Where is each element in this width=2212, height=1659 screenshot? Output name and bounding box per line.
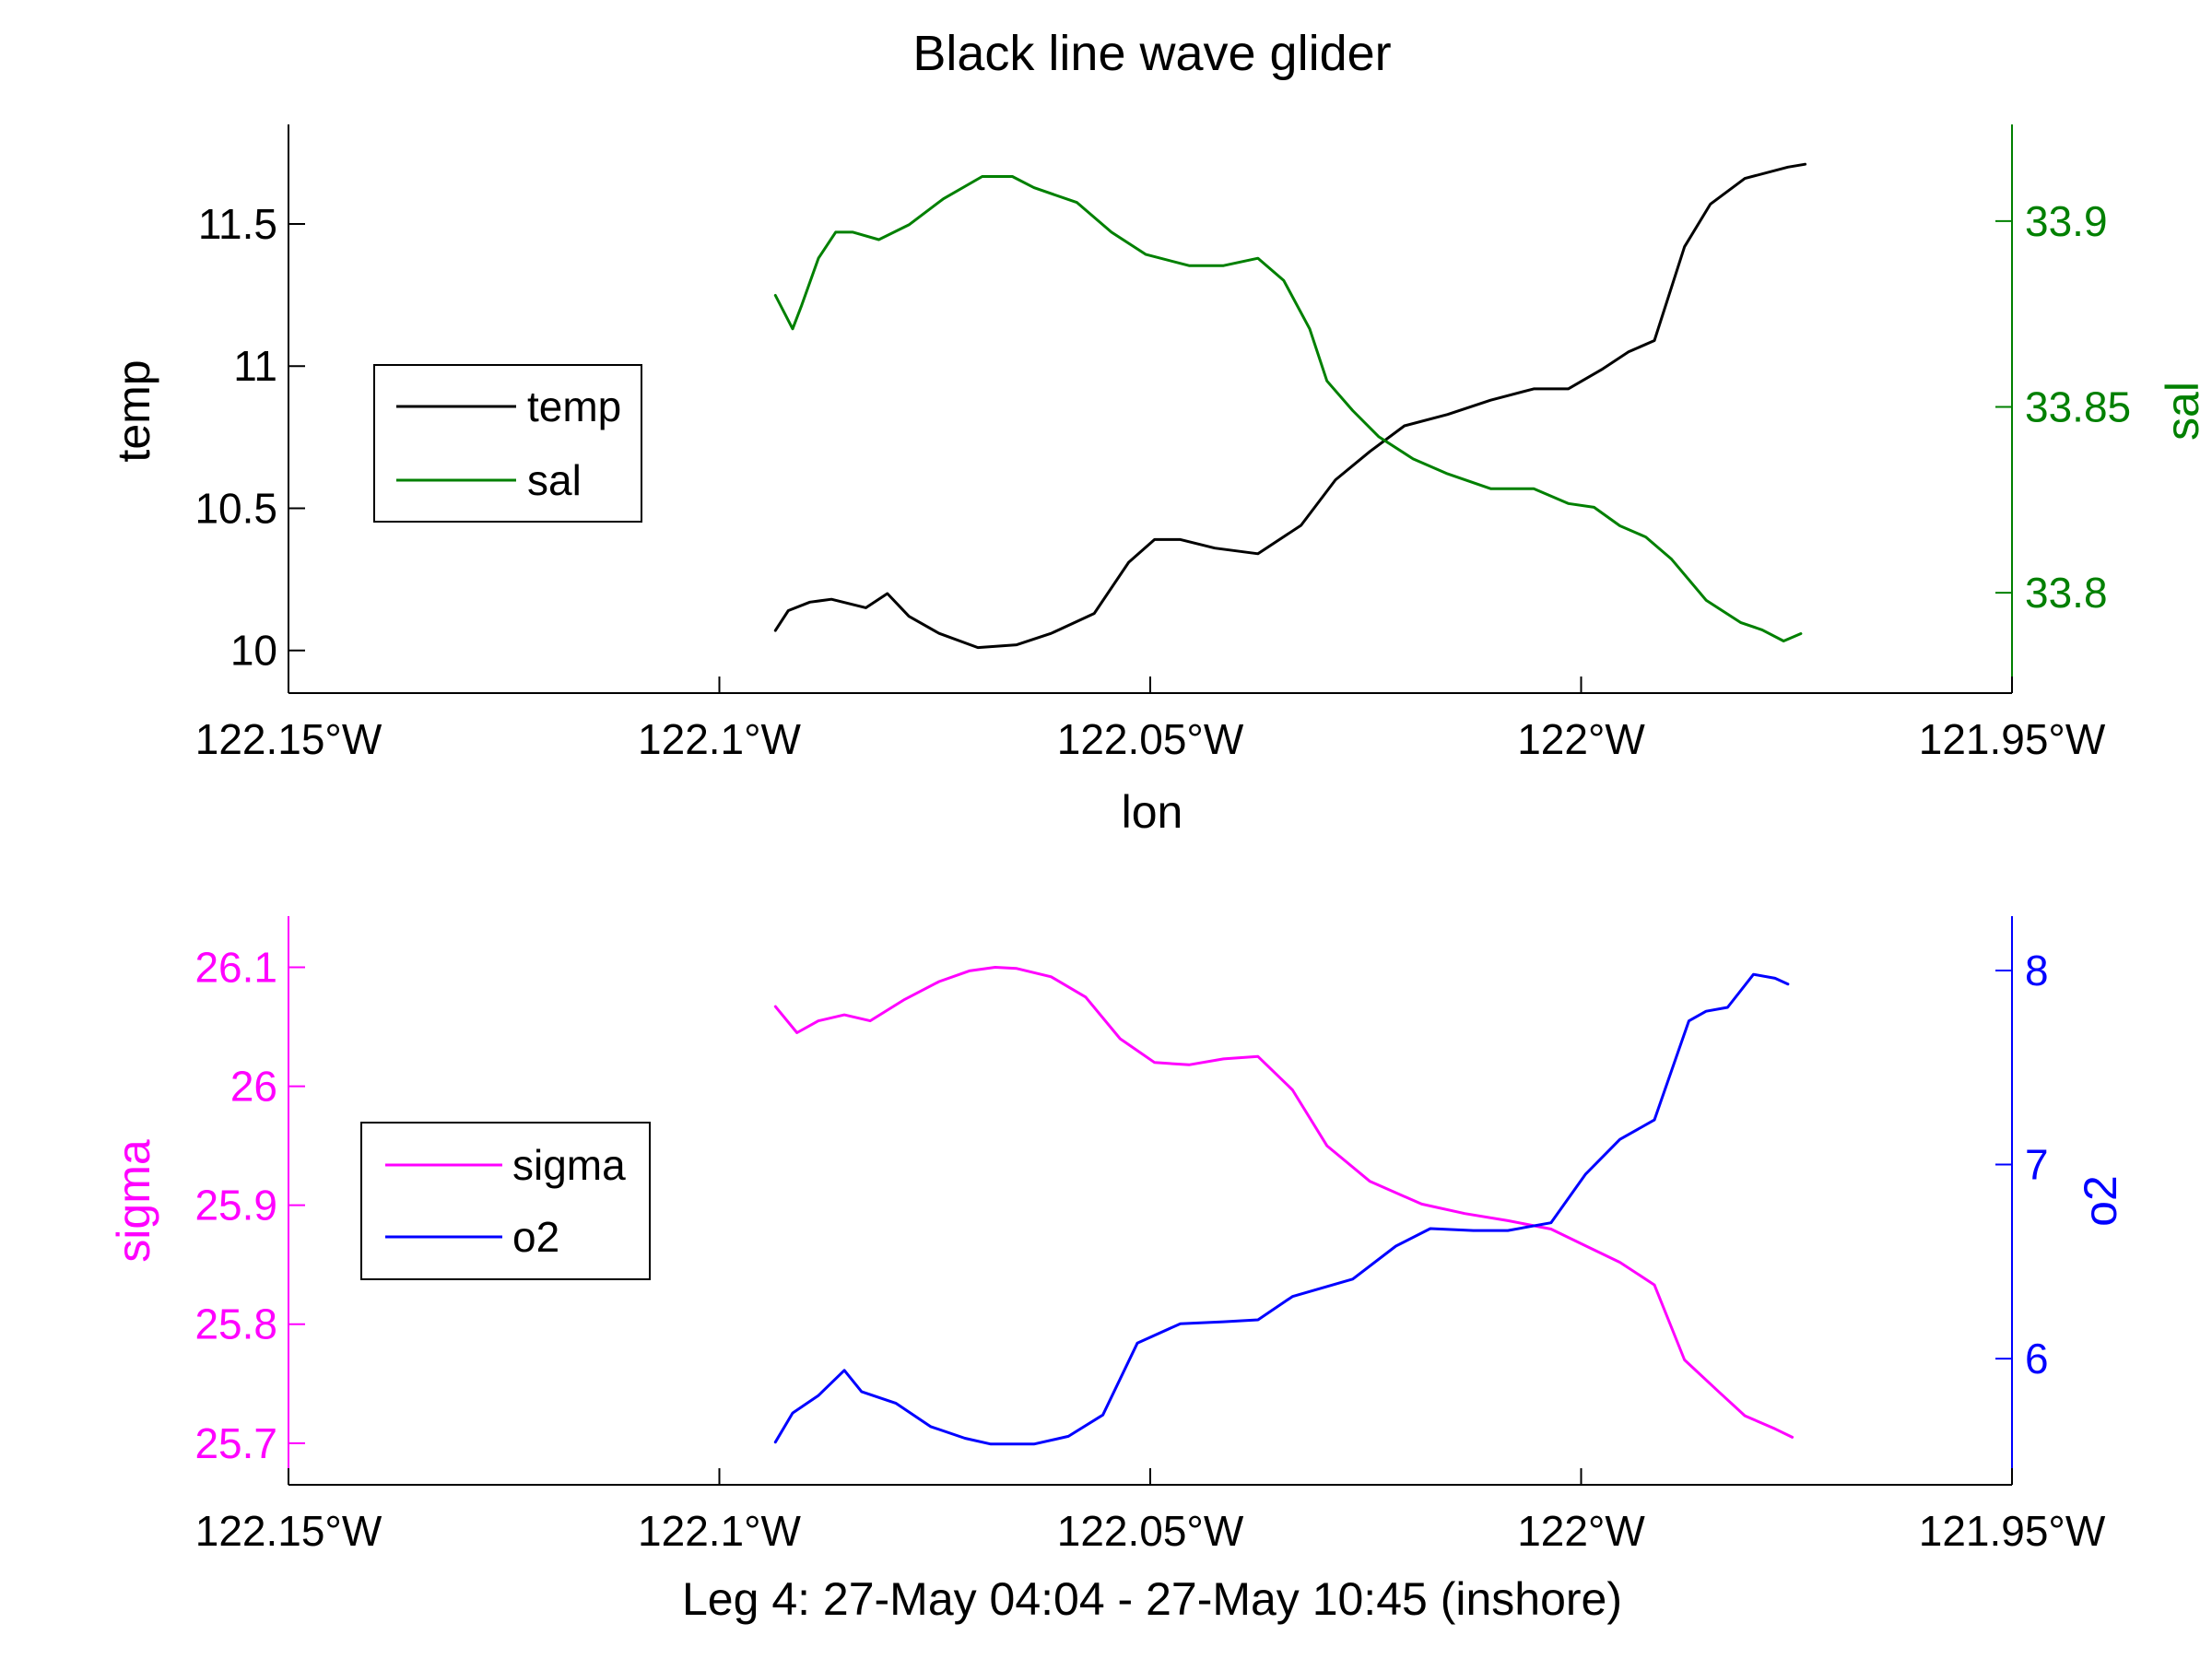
bottom-x-tick-label: 122.15°W bbox=[195, 1507, 382, 1555]
bottom-left-tick-label: 25.8 bbox=[194, 1300, 277, 1348]
top-left-tick-label: 10 bbox=[230, 627, 277, 675]
bottom-left-tick-label: 26.1 bbox=[194, 944, 277, 992]
top-legend-temp-label: temp bbox=[527, 382, 621, 430]
top-series-sal-line bbox=[773, 175, 1803, 642]
bottom-legend: sigma o2 bbox=[360, 1122, 651, 1280]
bottom-x-tick-label: 121.95°W bbox=[1919, 1507, 2106, 1555]
top-x-tick-label: 122°W bbox=[1517, 715, 1645, 763]
bottom-right-tick-label: 7 bbox=[2025, 1141, 2049, 1189]
top-left-tick-label: 11 bbox=[233, 342, 277, 390]
top-left-tick-label: 11.5 bbox=[198, 200, 277, 248]
top-x-tick-label: 121.95°W bbox=[1919, 715, 2106, 763]
bottom-left-tick-label: 26 bbox=[230, 1063, 277, 1111]
bottom-right-tick-label: 8 bbox=[2025, 947, 2049, 994]
top-panel-series bbox=[773, 162, 1807, 650]
top-x-tick-label: 122.05°W bbox=[1057, 715, 1244, 763]
top-left-axis-label: temp bbox=[108, 359, 159, 462]
bottom-left-tick-label: 25.9 bbox=[194, 1182, 277, 1230]
bottom-series-sigma-line bbox=[773, 966, 1794, 1439]
bottom-series-o2-line bbox=[773, 972, 1790, 1446]
figure-title: Black line wave glider bbox=[912, 26, 1391, 81]
top-legend: temp sal bbox=[373, 364, 642, 523]
bottom-panel-series bbox=[773, 966, 1794, 1446]
bottom-x-axis-label: Leg 4: 27-May 04:04 - 27-May 10:45 (insh… bbox=[682, 1573, 1622, 1625]
bottom-right-tick-label: 6 bbox=[2025, 1335, 2049, 1382]
bottom-legend-box bbox=[360, 1122, 651, 1280]
top-legend-box bbox=[373, 364, 642, 523]
bottom-legend-sigma-label: sigma bbox=[512, 1141, 626, 1189]
top-legend-sal-label: sal bbox=[527, 456, 582, 504]
top-series-temp-line bbox=[773, 162, 1807, 650]
top-right-tick-label: 33.9 bbox=[2025, 197, 2108, 245]
top-left-tick-label: 10.5 bbox=[194, 484, 277, 532]
bottom-x-tick-label: 122°W bbox=[1517, 1507, 1645, 1555]
bottom-legend-o2-label: o2 bbox=[512, 1213, 559, 1261]
top-x-tick-label: 122.15°W bbox=[195, 715, 382, 763]
top-x-tick-label: 122.1°W bbox=[638, 715, 802, 763]
bottom-x-tick-label: 122.1°W bbox=[638, 1507, 802, 1555]
bottom-panel-ticks: 122.15°W 122.1°W 122.05°W 122°W 121.95°W 25.7… bbox=[194, 944, 2105, 1555]
bottom-panel: 122.15°W 122.1°W 122.05°W 122°W 121.95°W 25.7… bbox=[108, 916, 2126, 1625]
top-x-axis-label: lon bbox=[1122, 786, 1183, 838]
bottom-left-axis-label: sigma bbox=[108, 1139, 159, 1263]
bottom-x-tick-label: 122.05°W bbox=[1057, 1507, 1244, 1555]
bottom-right-axis-label: o2 bbox=[2075, 1175, 2126, 1227]
top-right-tick-label: 33.85 bbox=[2025, 382, 2131, 430]
top-right-axis-label: sal bbox=[2157, 382, 2208, 441]
top-panel: 122.15°W 122.1°W 122.05°W 122°W 121.95°W 10 10… bbox=[108, 124, 2208, 838]
top-right-tick-label: 33.8 bbox=[2025, 569, 2108, 617]
bottom-left-tick-label: 25.7 bbox=[194, 1419, 277, 1467]
top-panel-ticks: 122.15°W 122.1°W 122.05°W 122°W 121.95°W 10 10… bbox=[194, 197, 2131, 763]
